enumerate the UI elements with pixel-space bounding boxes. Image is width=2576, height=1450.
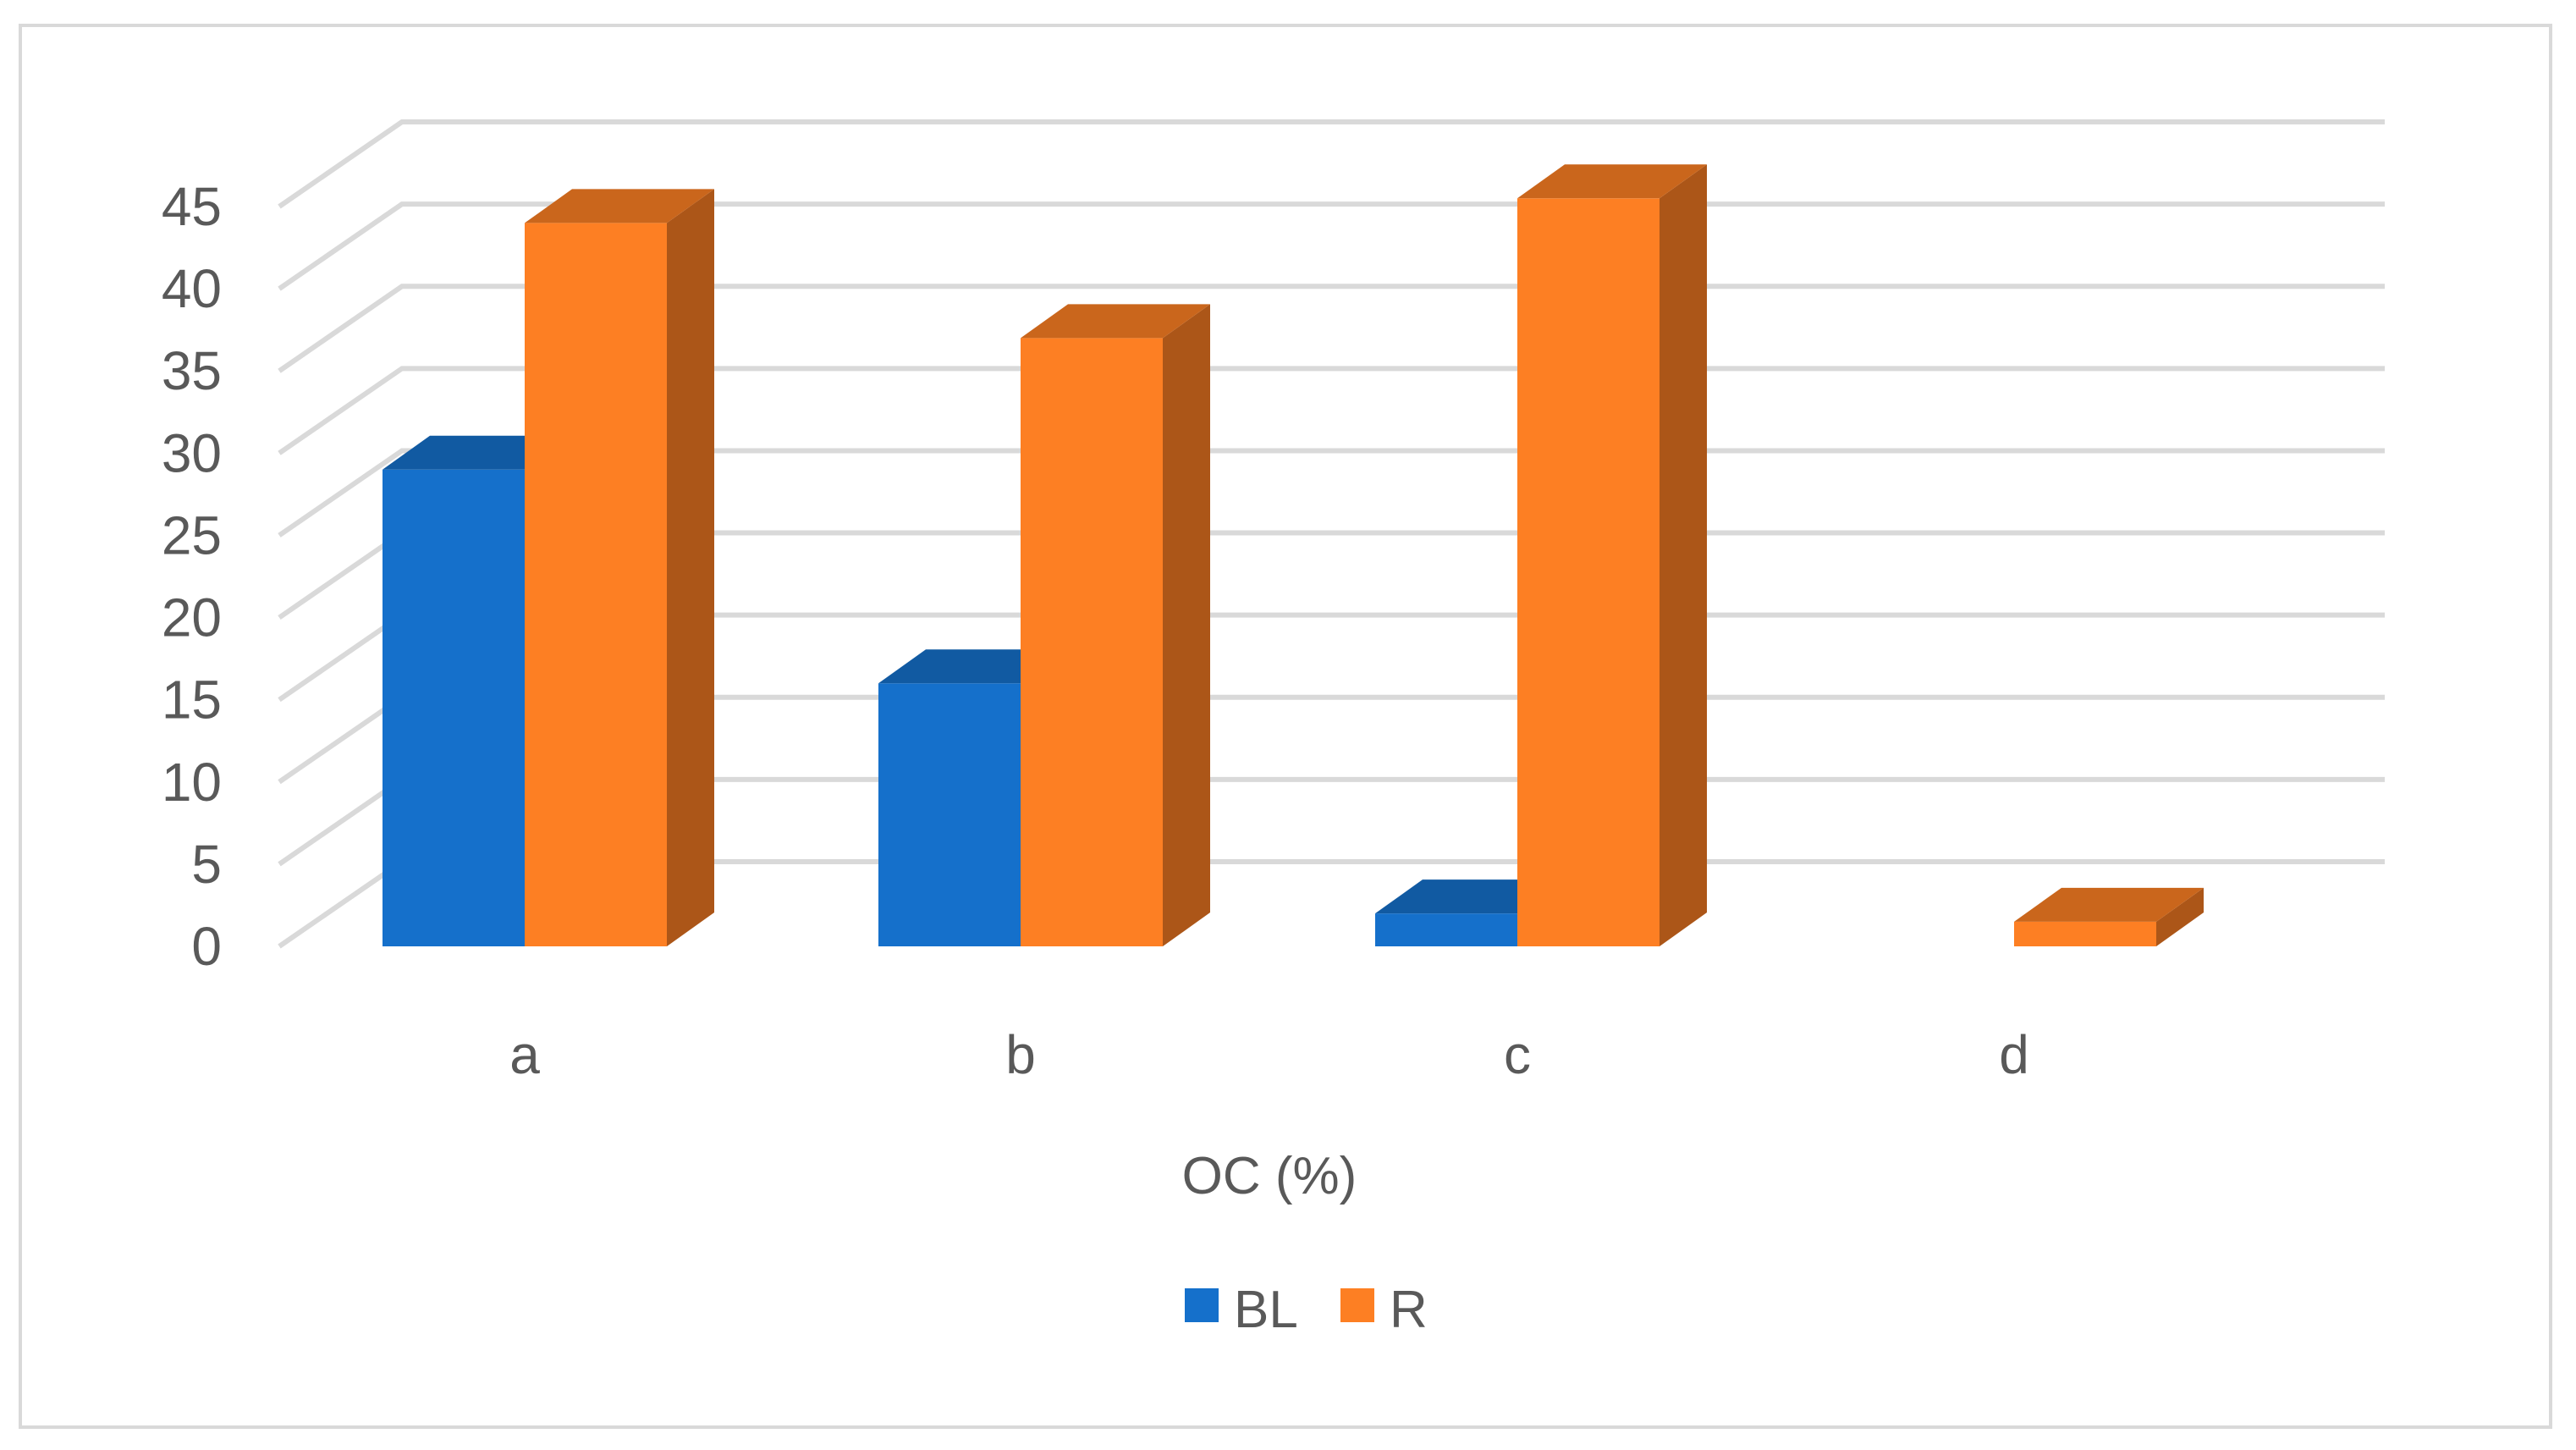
bar-top [1021,304,1210,339]
bar-front [1021,338,1163,946]
legend-label: BL [1234,1281,1298,1339]
y-tick-label: 10 [162,752,222,813]
bar-top [525,189,714,223]
y-tick-label: 40 [162,258,222,319]
bar-side [1660,164,1707,947]
gridline [278,119,2385,209]
bar-side [1163,304,1210,946]
bar-front [383,469,525,946]
bar-R-a [525,189,714,946]
bar-top [2014,887,2204,922]
bar-R-d [2014,887,2204,946]
y-tick-label: 15 [162,670,222,731]
x-category-label: a [509,1024,540,1085]
bar-front [525,223,667,946]
bar-front [2014,921,2156,946]
legend-swatch [1340,1288,1374,1322]
bar-front [1375,913,1517,946]
bar-side [2156,887,2204,946]
x-axis-title: OC (%) [1182,1147,1357,1205]
x-category-label: c [1504,1024,1531,1085]
legend-swatch [1185,1288,1219,1322]
bar-R-b [1021,304,1210,946]
y-tick-label: 0 [191,916,222,977]
gridline [278,366,2385,455]
bars [383,164,2204,947]
bar-front [1517,198,1660,947]
y-axis-ticks: 0 5 10 15 20 25 30 35 40 45 [162,176,222,977]
y-tick-label: 20 [162,587,222,648]
bar-front [878,683,1021,946]
y-tick-label: 5 [191,834,222,895]
legend: BL R [1185,1281,1428,1339]
bar-top [1517,164,1707,199]
gridline [278,448,2385,538]
y-tick-label: 25 [162,504,222,565]
bar-R-c [1517,164,1707,947]
y-tick-label: 35 [162,340,222,401]
x-category-label: b [1005,1024,1036,1085]
y-tick-label: 30 [162,422,222,483]
x-axis-categories: a b c d [509,1024,2029,1085]
gridline [278,201,2385,291]
bar-side [667,189,714,946]
x-category-label: d [1999,1024,2029,1085]
gridlines [278,119,2385,949]
legend-label: R [1390,1281,1428,1339]
y-tick-label: 45 [162,176,222,237]
gridline [278,284,2385,373]
